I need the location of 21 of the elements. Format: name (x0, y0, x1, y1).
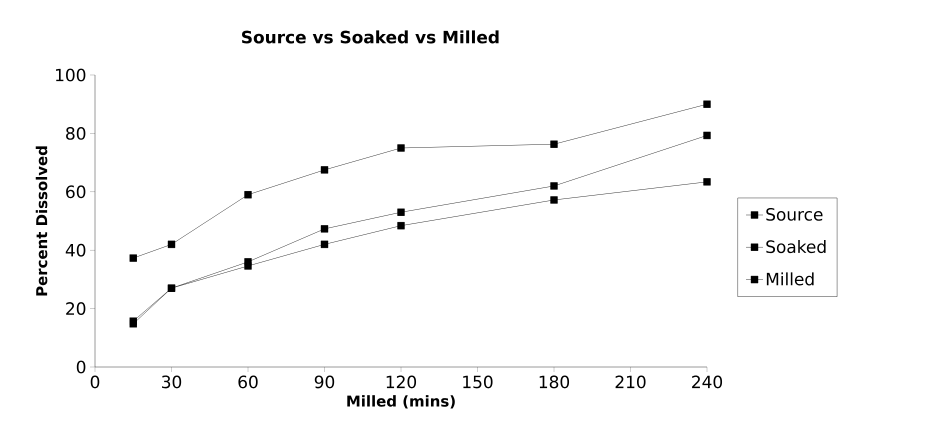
x-tick-label: 240 (692, 376, 722, 388)
y-tick-label: 0 (76, 360, 86, 374)
x-tick-label: 210 (616, 376, 646, 388)
x-axis-title: Milled (mins) (347, 395, 455, 408)
x-tick-label: 90 (314, 376, 334, 388)
x-tick-label: 30 (162, 376, 182, 388)
y-tick-label: 40 (66, 244, 86, 257)
x-tick-label: 60 (238, 376, 258, 388)
y-axis-title: Percent Dissolved (36, 146, 48, 296)
y-tick-label: 20 (66, 302, 86, 315)
legend-label: Soaked (766, 240, 826, 254)
chart-title: Source vs Soaked vs Milled (242, 30, 499, 44)
y-tick-label: 60 (66, 185, 86, 198)
y-tick-label: 80 (66, 126, 86, 140)
y-tick-label: 100 (56, 68, 86, 82)
x-tick-label: 180 (540, 376, 570, 388)
x-tick-label: 0 (90, 376, 100, 388)
legend-label: Milled (766, 272, 814, 286)
x-tick-label: 150 (463, 376, 493, 388)
legend-label: Source (766, 208, 823, 221)
x-tick-label: 120 (386, 376, 416, 388)
